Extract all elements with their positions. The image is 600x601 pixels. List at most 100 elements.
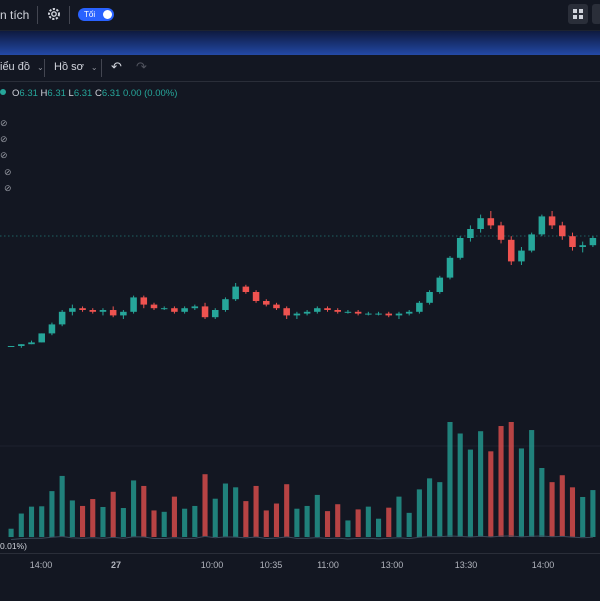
candle-body: [528, 234, 535, 251]
volume-bar: [151, 510, 157, 537]
time-tick: 14:00: [531, 560, 555, 570]
candles-layer: [7, 211, 597, 348]
volume-bar: [28, 506, 35, 537]
volume-bar: [406, 512, 412, 537]
volume-bar: [253, 485, 259, 537]
low-label: L: [68, 88, 74, 99]
volume-bar: [131, 480, 137, 537]
time-tick: 11:00: [317, 560, 339, 570]
candle-body: [385, 313, 393, 316]
candle-body: [171, 308, 178, 312]
candle-body: [518, 250, 525, 262]
volume-bar: [18, 513, 24, 537]
time-axis[interactable]: 14:00 27 10:00 10:35 11:00 13:00 13:30 1…: [0, 553, 600, 601]
candle-body: [303, 311, 311, 314]
volume-bar: [304, 505, 310, 537]
profile-menu-label: Hồ sơ: [54, 61, 84, 73]
candle-body: [283, 308, 290, 316]
candle-body: [395, 313, 403, 316]
volume-bar: [100, 506, 106, 537]
candle-body: [314, 308, 321, 312]
volume-bar: [467, 449, 473, 537]
candle-body: [252, 292, 260, 301]
candle-body: [548, 216, 556, 226]
top-bar: n tích Tối: [0, 0, 600, 30]
ohlc-legend: O6.31 H6.31 L6.31 C6.31 0.00 (0.00%): [0, 88, 177, 99]
eye-icon[interactable]: ⊘: [0, 118, 8, 128]
candle-body: [160, 308, 168, 310]
volume-bar: [345, 520, 351, 537]
candle-body: [48, 324, 56, 334]
candle-body: [324, 308, 331, 310]
close-value: 6.31: [101, 88, 121, 99]
candle-body: [507, 239, 515, 262]
chart-menu[interactable]: iểu đồ ⌄: [0, 61, 44, 73]
candle-body: [222, 299, 229, 310]
candle-body: [589, 238, 597, 246]
candle-body: [232, 286, 239, 300]
panel-button[interactable]: [592, 4, 600, 24]
candle-body: [538, 216, 546, 235]
volume-bar: [314, 494, 320, 537]
candle-body: [487, 218, 495, 226]
volume-bar: [488, 451, 494, 537]
volume-bar: [518, 448, 524, 537]
candle-body: [273, 304, 280, 309]
theme-toggle[interactable]: Tối: [78, 8, 114, 21]
volume-bar: [202, 474, 208, 537]
candle-body: [140, 297, 148, 305]
volume-bar: [171, 496, 177, 537]
volume-bar: [243, 501, 249, 537]
volume-bar: [569, 487, 576, 537]
candle-body: [242, 286, 250, 292]
theme-toggle-label: Tối: [84, 10, 96, 19]
close-label: C: [94, 88, 102, 99]
eye-icon[interactable]: ⊘: [4, 183, 12, 193]
volume-bar: [549, 482, 555, 537]
analysis-label[interactable]: n tích: [0, 8, 30, 22]
candle-body: [69, 308, 76, 312]
candle-body: [559, 225, 566, 237]
candle-body: [569, 236, 576, 247]
volume-bar: [427, 478, 433, 537]
volume-bar: [39, 506, 45, 537]
gear-icon[interactable]: [46, 6, 62, 22]
candle-body: [446, 257, 454, 278]
volume-bar: [294, 508, 300, 537]
candle-body: [120, 311, 127, 316]
candle-body: [89, 310, 97, 312]
volume-bar: [80, 505, 86, 537]
eye-icon[interactable]: ⊘: [4, 167, 12, 177]
volume-bar: [263, 510, 269, 537]
candle-body: [201, 306, 209, 318]
chevron-down-icon: ⌄: [37, 63, 44, 72]
eye-icon[interactable]: ⊘: [0, 150, 8, 160]
profile-menu[interactable]: Hồ sơ ⌄: [54, 61, 98, 73]
candle-body: [58, 311, 66, 325]
candle-body: [426, 292, 433, 303]
volume-bar: [120, 508, 126, 537]
time-tick: 13:30: [454, 560, 478, 570]
volume-bar: [233, 487, 239, 537]
eye-icon[interactable]: ⊘: [0, 134, 8, 144]
candle-body: [497, 225, 505, 240]
time-tick: 10:35: [259, 560, 283, 570]
redo-icon[interactable]: ↷: [136, 59, 147, 74]
candle-body: [130, 297, 137, 312]
volume-bar: [192, 505, 198, 537]
time-tick: 14:00: [29, 560, 53, 570]
volume-change-label: 0.01%): [0, 541, 27, 551]
layout-grid-button[interactable]: [568, 4, 588, 24]
candle-body: [18, 344, 25, 346]
volume-bar: [161, 511, 167, 537]
volume-bar: [386, 507, 392, 537]
low-value: 6.31: [73, 88, 93, 99]
volume-bar: [273, 503, 280, 537]
divider: [44, 59, 45, 77]
volume-bar: [8, 528, 14, 537]
undo-icon[interactable]: ↶: [111, 59, 122, 74]
volume-bar: [284, 484, 290, 537]
divider: [101, 59, 102, 77]
candle-body: [263, 301, 270, 305]
